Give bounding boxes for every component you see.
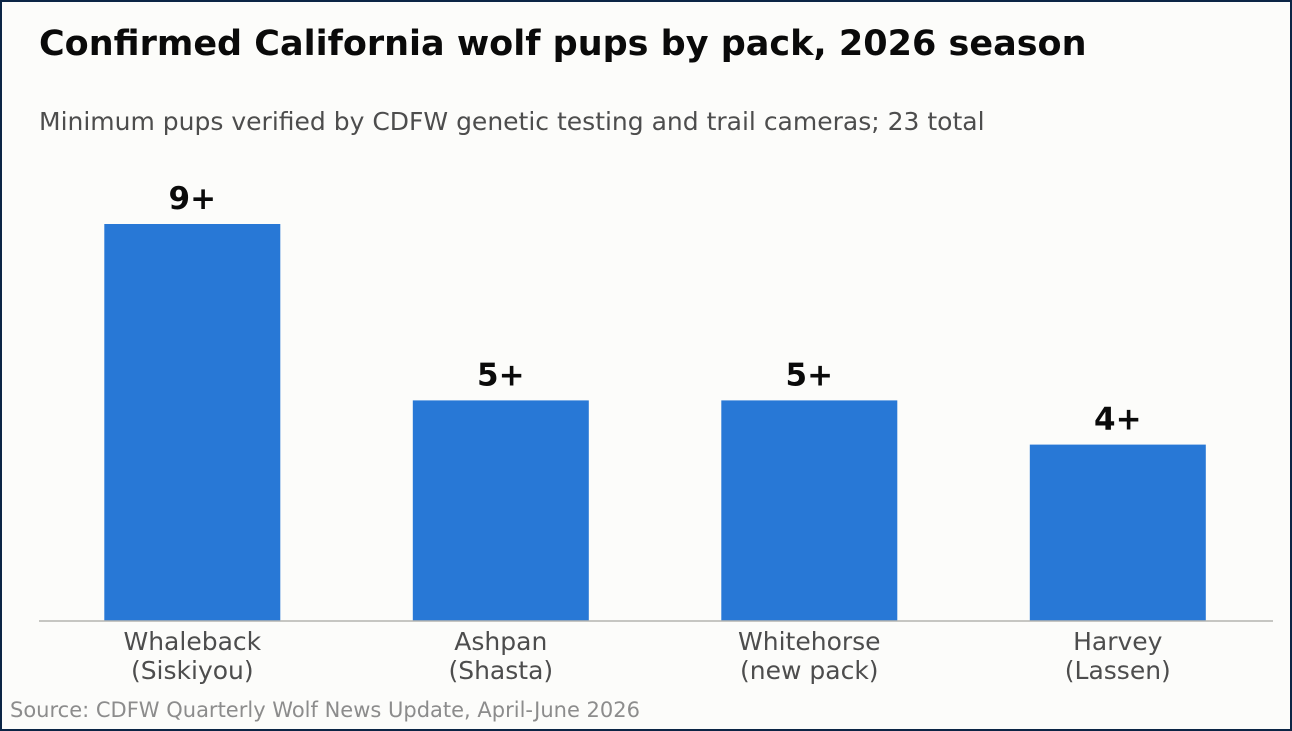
bar-value-label: 5+ xyxy=(786,357,834,393)
bar-value-label: 4+ xyxy=(1094,402,1142,438)
bar xyxy=(721,400,898,621)
bar-value-label: 5+ xyxy=(477,357,525,393)
x-tick-label-detail: (Shasta) xyxy=(448,656,553,685)
value-labels-group: 9+ 5+ 5+ 4+ xyxy=(169,181,1142,438)
x-tick-label-detail: (Lassen) xyxy=(1065,656,1171,685)
bar xyxy=(1029,444,1206,621)
x-tick-label-detail: (Siskiyou) xyxy=(131,656,254,685)
bar xyxy=(412,400,589,621)
x-tick-label: Harvey (Lassen) xyxy=(1065,627,1171,685)
bars-group xyxy=(104,224,1206,621)
x-tick-label: Whitehorse (new pack) xyxy=(738,627,881,685)
x-tick-label-name: Ashpan xyxy=(454,627,547,656)
x-tick-label-name: Whaleback xyxy=(123,627,261,656)
x-tick-label: Whaleback (Siskiyou) xyxy=(123,627,261,685)
source-note: Source: CDFW Quarterly Wolf News Update,… xyxy=(10,698,640,722)
chart-title: Confirmed California wolf pups by pack, … xyxy=(39,24,1087,64)
x-tick-label-name: Harvey xyxy=(1073,627,1163,656)
x-tick-label: Ashpan (Shasta) xyxy=(448,627,553,685)
x-tick-label-detail: (new pack) xyxy=(740,656,879,685)
bar xyxy=(104,224,281,621)
x-tick-label-name: Whitehorse xyxy=(738,627,881,656)
x-tick-labels-group: Whaleback (Siskiyou) Ashpan (Shasta) Whiteho… xyxy=(123,627,1170,685)
bar-value-label: 9+ xyxy=(169,181,217,217)
chart-subtitle: Minimum pups verified by CDFW genetic te… xyxy=(39,107,985,136)
